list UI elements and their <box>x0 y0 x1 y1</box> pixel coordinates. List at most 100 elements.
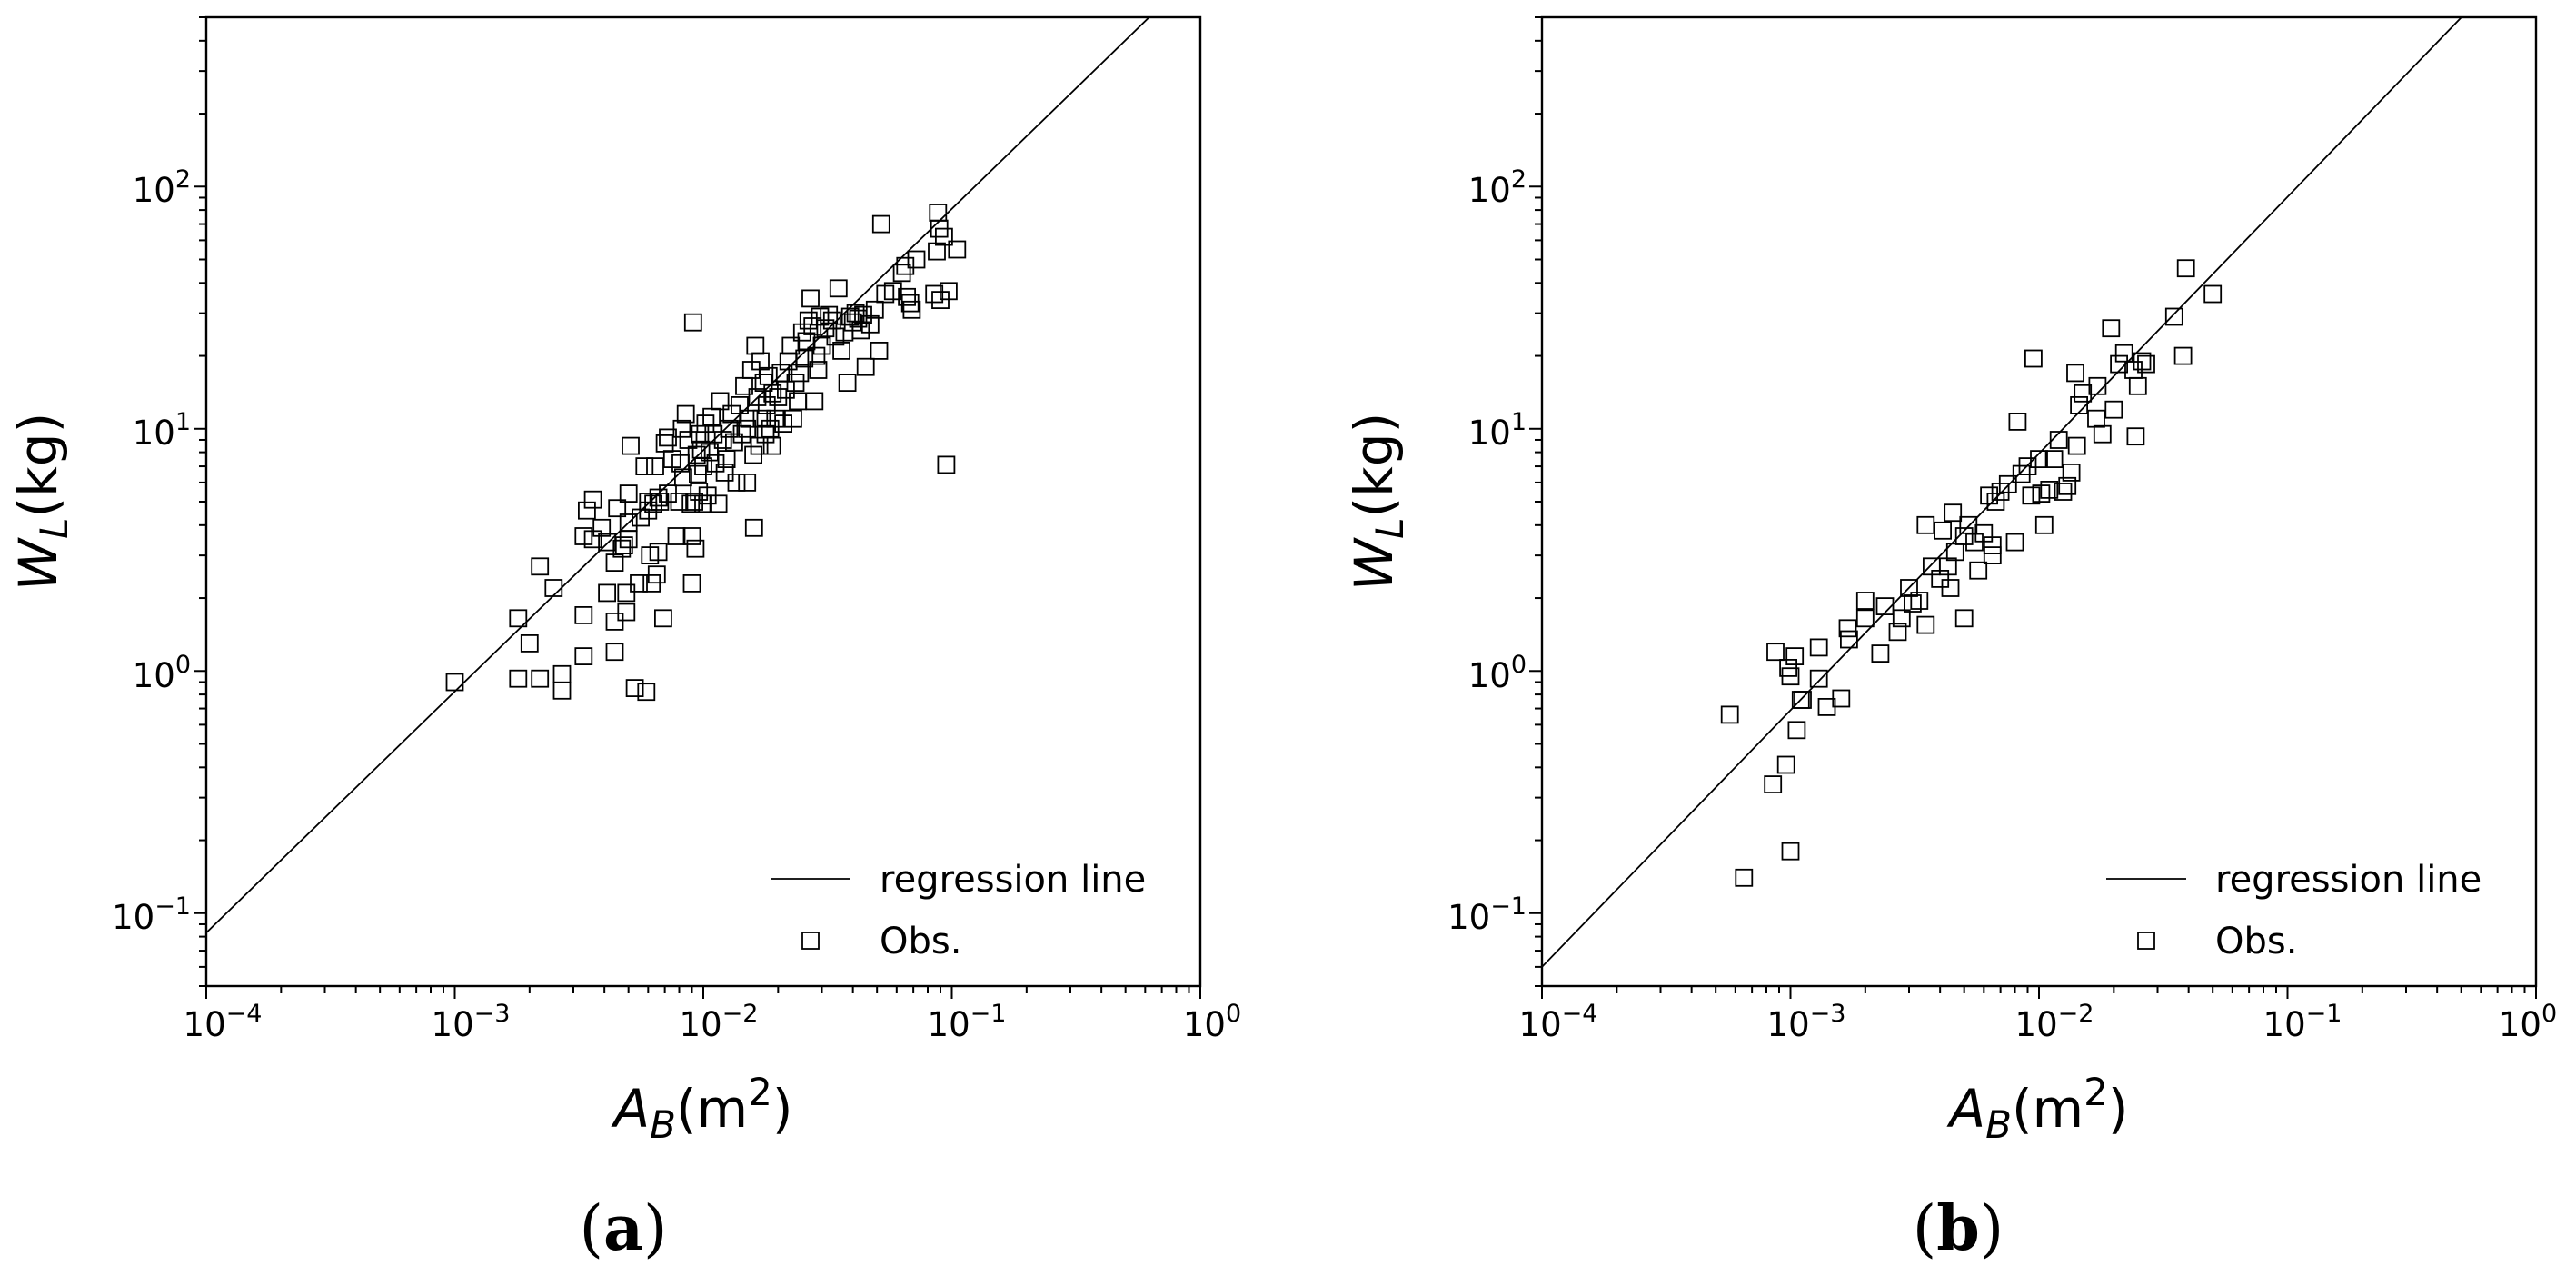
data-point-a-16 <box>598 583 616 603</box>
data-point-a-10 <box>574 647 593 665</box>
data-point-b-62 <box>2062 463 2081 482</box>
data-point-a-51 <box>670 493 689 511</box>
data-point-a-140 <box>851 321 870 340</box>
y-tick-label-b-0: 10−1 <box>1447 892 1527 937</box>
data-point-b-34 <box>1944 503 1963 523</box>
data-point-b-47 <box>1998 474 2017 493</box>
data-point-a-123 <box>805 392 824 411</box>
data-point-a-162 <box>940 282 958 301</box>
data-point-a-135 <box>838 374 857 393</box>
data-point-a-60 <box>683 313 702 332</box>
x-tick-label-a-0: 10−4 <box>184 1000 263 1044</box>
data-point-a-160 <box>935 227 953 246</box>
data-point-b-69 <box>2093 424 2112 444</box>
data-point-a-3 <box>520 634 539 653</box>
data-point-a-116 <box>791 364 810 383</box>
legend-label-regression-a: regression line <box>880 859 1146 901</box>
y-tick-label-a-1: 100 <box>133 651 191 695</box>
data-point-b-33 <box>1941 579 1960 597</box>
x-tick-label-a-3: 10−1 <box>928 1000 1007 1044</box>
regression-line-layer-b <box>1542 17 2463 968</box>
legend-square-swatch-b <box>2137 932 2155 950</box>
data-point-a-153 <box>902 300 921 319</box>
data-point-a-141 <box>854 305 872 324</box>
data-point-b-66 <box>2074 384 2093 403</box>
data-point-b-43 <box>1983 546 2002 564</box>
data-point-b-6 <box>1781 667 1800 686</box>
data-point-a-152 <box>900 294 920 313</box>
data-point-b-59 <box>2049 431 2068 449</box>
data-point-a-77 <box>711 392 730 411</box>
data-point-b-7 <box>1781 842 1800 861</box>
panel-label-b: (b) <box>1913 1192 2004 1265</box>
data-point-a-127 <box>812 336 831 355</box>
data-point-a-144 <box>865 300 884 319</box>
data-point-a-132 <box>829 279 848 298</box>
observation-points-layer-a <box>445 204 967 702</box>
data-point-b-68 <box>2088 376 2107 395</box>
data-point-a-76 <box>709 494 728 513</box>
data-point-a-118 <box>795 349 814 368</box>
data-point-a-28 <box>619 484 638 503</box>
data-point-a-161 <box>937 455 956 474</box>
x-tick-label-b-4: 100 <box>2499 1000 2557 1044</box>
data-point-b-76 <box>2128 376 2147 395</box>
y-tick-label-b-3: 102 <box>1468 165 1527 210</box>
data-point-a-12 <box>578 501 596 520</box>
data-point-b-42 <box>1980 486 1999 505</box>
x-tick-label-a-4: 100 <box>1183 1000 1241 1044</box>
data-point-a-54 <box>674 468 692 487</box>
data-point-b-19 <box>1855 592 1875 610</box>
data-point-b-52 <box>2022 486 2041 505</box>
data-point-a-14 <box>583 490 602 509</box>
data-point-a-151 <box>898 287 916 306</box>
data-point-b-82 <box>2203 284 2223 304</box>
data-point-b-65 <box>2070 395 2089 414</box>
data-point-b-2 <box>1764 775 1783 793</box>
data-point-a-5 <box>531 557 550 576</box>
data-point-a-148 <box>883 282 902 301</box>
data-point-b-64 <box>2067 436 2086 455</box>
data-point-b-32 <box>1938 557 1957 576</box>
data-point-a-154 <box>907 250 926 269</box>
legend-a: regression line Obs. <box>771 859 1146 962</box>
data-point-a-39 <box>644 494 662 513</box>
data-point-b-71 <box>2104 400 2123 419</box>
legend-label-obs-b: Obs. <box>2215 921 2297 962</box>
data-point-a-94 <box>746 336 765 355</box>
data-point-b-40 <box>1969 561 1988 580</box>
data-point-a-19 <box>605 643 624 662</box>
data-point-a-8 <box>552 664 572 683</box>
data-point-a-109 <box>774 414 792 434</box>
data-point-b-57 <box>2040 481 2059 499</box>
data-point-a-55 <box>676 404 695 424</box>
data-point-a-81 <box>720 419 739 438</box>
data-point-a-0 <box>445 673 464 692</box>
data-point-b-63 <box>2066 364 2084 383</box>
data-point-b-80 <box>2173 346 2193 365</box>
data-point-a-110 <box>777 380 795 399</box>
observation-points-layer-b <box>1720 259 2223 887</box>
x-tick-label-b-2: 10−2 <box>2015 1000 2094 1044</box>
data-point-a-11 <box>574 527 593 545</box>
data-point-a-114 <box>786 374 805 393</box>
data-point-a-29 <box>622 436 640 455</box>
data-point-a-6 <box>544 579 563 597</box>
x-tick-label-b-0: 10−4 <box>1519 1000 1598 1044</box>
data-point-a-59 <box>682 574 701 593</box>
data-point-a-121 <box>801 289 820 308</box>
data-point-a-15 <box>592 518 612 537</box>
data-point-a-88 <box>738 419 757 438</box>
data-point-a-50 <box>667 527 686 545</box>
data-point-b-45 <box>1986 493 2005 511</box>
data-point-a-75 <box>706 454 725 473</box>
data-point-b-24 <box>1900 579 1918 597</box>
data-point-b-75 <box>2126 427 2145 446</box>
data-point-b-15 <box>1832 689 1851 708</box>
data-point-b-11 <box>1794 691 1812 709</box>
x-tick-label-b-3: 10−1 <box>2263 1000 2342 1044</box>
data-point-a-9 <box>574 606 593 624</box>
data-point-a-45 <box>654 609 672 628</box>
legend-label-obs-a: Obs. <box>880 921 961 962</box>
data-point-a-146 <box>871 214 890 234</box>
